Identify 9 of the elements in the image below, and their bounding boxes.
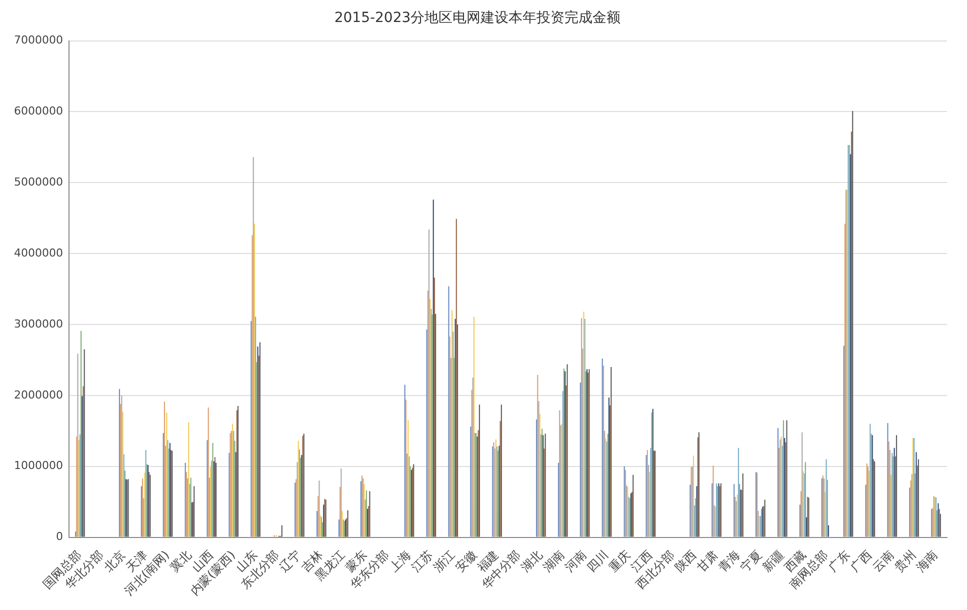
y-tick-label: 1000000 (14, 459, 63, 472)
y-tick-label: 5000000 (14, 176, 63, 189)
chart-title: 2015-2023分地区电网建设本年投资完成金额 (334, 10, 621, 26)
y-tick-label: 0 (56, 530, 63, 544)
y-tick-label: 3000000 (14, 317, 63, 330)
y-tick-label: 2000000 (14, 388, 63, 402)
y-tick-label: 6000000 (14, 104, 63, 118)
y-tick-label: 7000000 (14, 34, 63, 47)
y-tick-label: 4000000 (14, 246, 63, 260)
